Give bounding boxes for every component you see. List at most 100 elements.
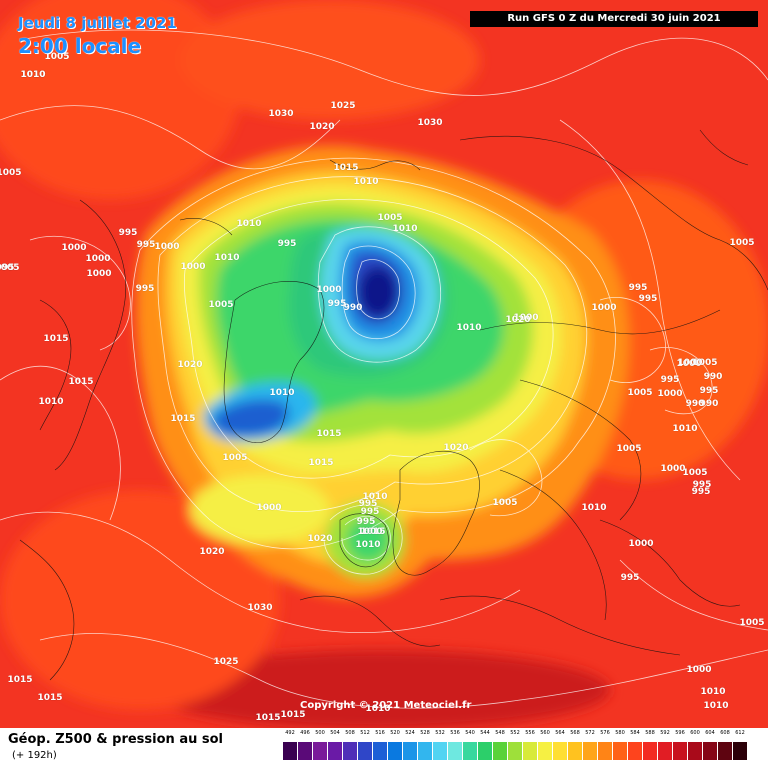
scale-swatch: [373, 742, 387, 760]
isobar-label: 995: [0, 263, 15, 273]
scale-swatch: [358, 742, 372, 760]
scale-swatch: [403, 742, 417, 760]
isobar-label: 1010: [703, 701, 729, 711]
isobar-label: 1005: [44, 52, 70, 62]
isobar-label: 1000: [676, 359, 702, 369]
scale-swatch: [313, 742, 327, 760]
scale-swatch: [493, 742, 507, 760]
isobar-label: 995: [360, 507, 380, 517]
scale-tick: 512: [360, 730, 370, 736]
isobar-label: 1010: [392, 224, 418, 234]
isobar-label: 1000: [686, 665, 712, 675]
scale-swatch: [613, 742, 627, 760]
scale-tick: 536: [450, 730, 460, 736]
scale-swatch: [628, 742, 642, 760]
isobar-label: 995: [638, 294, 658, 304]
scale-swatch: [583, 742, 597, 760]
isobar-label: 990: [685, 399, 705, 409]
scale-tick: 556: [525, 730, 535, 736]
scale-tick: 596: [675, 730, 685, 736]
scale-swatch: [703, 742, 717, 760]
isobar-label: 995: [699, 386, 719, 396]
forecast-lead: (+ 192h): [12, 750, 57, 761]
isobar-label: 1020: [307, 534, 333, 544]
isobar-label: 1015: [280, 710, 306, 720]
isobar-label: 1010: [20, 70, 46, 80]
isobar-label: 995: [136, 240, 156, 250]
scale-swatch: [433, 742, 447, 760]
isobar-label: 1000: [316, 285, 342, 295]
isobar-label: 995: [692, 480, 712, 490]
isobar-label: 1015: [333, 163, 359, 173]
scale-swatch: [538, 742, 552, 760]
scale-swatch: [298, 742, 312, 760]
scale-tick: 560: [540, 730, 550, 736]
scale-tick: 604: [705, 730, 715, 736]
scale-tick: 496: [300, 730, 310, 736]
scale-swatch: [553, 742, 567, 760]
scale-tick: 524: [405, 730, 415, 736]
scale-tick: 508: [345, 730, 355, 736]
isobar-label: 1005: [208, 300, 234, 310]
isobar-label: 1015: [170, 414, 196, 424]
isobar-label: 995: [327, 299, 347, 309]
isobar-label: 1010: [355, 540, 381, 550]
isobar-label: 995: [620, 573, 640, 583]
isobar-label: 1005: [377, 213, 403, 223]
isobar-label: 1010: [353, 177, 379, 187]
scale-tick: 528: [420, 730, 430, 736]
isobar-label: 995: [118, 228, 138, 238]
forecast-date: Jeudi 8 juillet 2021: [18, 14, 177, 32]
scale-swatch: [688, 742, 702, 760]
isobar-label: 1020: [177, 360, 203, 370]
isobar-label: 1015: [316, 429, 342, 439]
isobar-label: 1000: [86, 269, 112, 279]
isobar-label: 1005: [729, 238, 755, 248]
isobar-label: 1030: [268, 109, 294, 119]
isobar-label: 1025: [330, 101, 356, 111]
scale-tick: 592: [660, 730, 670, 736]
scale-tick: 608: [720, 730, 730, 736]
isobar-label: 995: [358, 499, 378, 509]
map-canvas: [0, 0, 768, 728]
isobar-label: 1000: [677, 358, 703, 368]
isobar-label: 1010: [20, 70, 46, 80]
scale-tick: 492: [285, 730, 295, 736]
scale-tick: 520: [390, 730, 400, 736]
scale-tick: 544: [480, 730, 490, 736]
scale-tick: 532: [435, 730, 445, 736]
isobar-label: 1010: [456, 323, 482, 333]
coastlines: [19, 129, 768, 681]
scale-swatch: [478, 742, 492, 760]
isobar-label: 1005: [692, 358, 718, 368]
isobar-label: 1005: [222, 453, 248, 463]
scale-swatch: [463, 742, 477, 760]
isobar-label: 1010: [38, 397, 64, 407]
run-info: Run GFS 0 Z du Mercredi 30 juin 2021: [470, 11, 758, 27]
isobar-label: 1000: [154, 242, 180, 252]
isobar-label: 1000: [591, 303, 617, 313]
forecast-time: 2:00 locale: [18, 34, 142, 58]
scale-swatch: [343, 742, 357, 760]
isobar-label: 1020: [199, 547, 225, 557]
isobar-label: 995: [691, 487, 711, 497]
isobar-label: 1010: [269, 388, 295, 398]
scale-tick: 612: [735, 730, 745, 736]
isobar-label: 1015: [255, 713, 281, 723]
color-scale: 492 496 500 504 508 512 516 520 524 528 532 536 540 5…: [283, 730, 753, 764]
isobar-label: 990: [699, 399, 719, 409]
scale-tick: 516: [375, 730, 385, 736]
scale-swatch: [418, 742, 432, 760]
isobar-label: 1000: [256, 503, 282, 513]
scale-tick: 564: [555, 730, 565, 736]
scale-swatch: [658, 742, 672, 760]
isobar-label: 1010: [581, 503, 607, 513]
scale-tick: 584: [630, 730, 640, 736]
isobar-label: 990: [343, 303, 363, 313]
isobar-label: 1005: [0, 263, 20, 273]
scale-swatch: [568, 742, 582, 760]
isobars: [0, 29, 768, 709]
scale-tick: 576: [600, 730, 610, 736]
scale-tick: 580: [615, 730, 625, 736]
isobar-label: 1000: [180, 262, 206, 272]
